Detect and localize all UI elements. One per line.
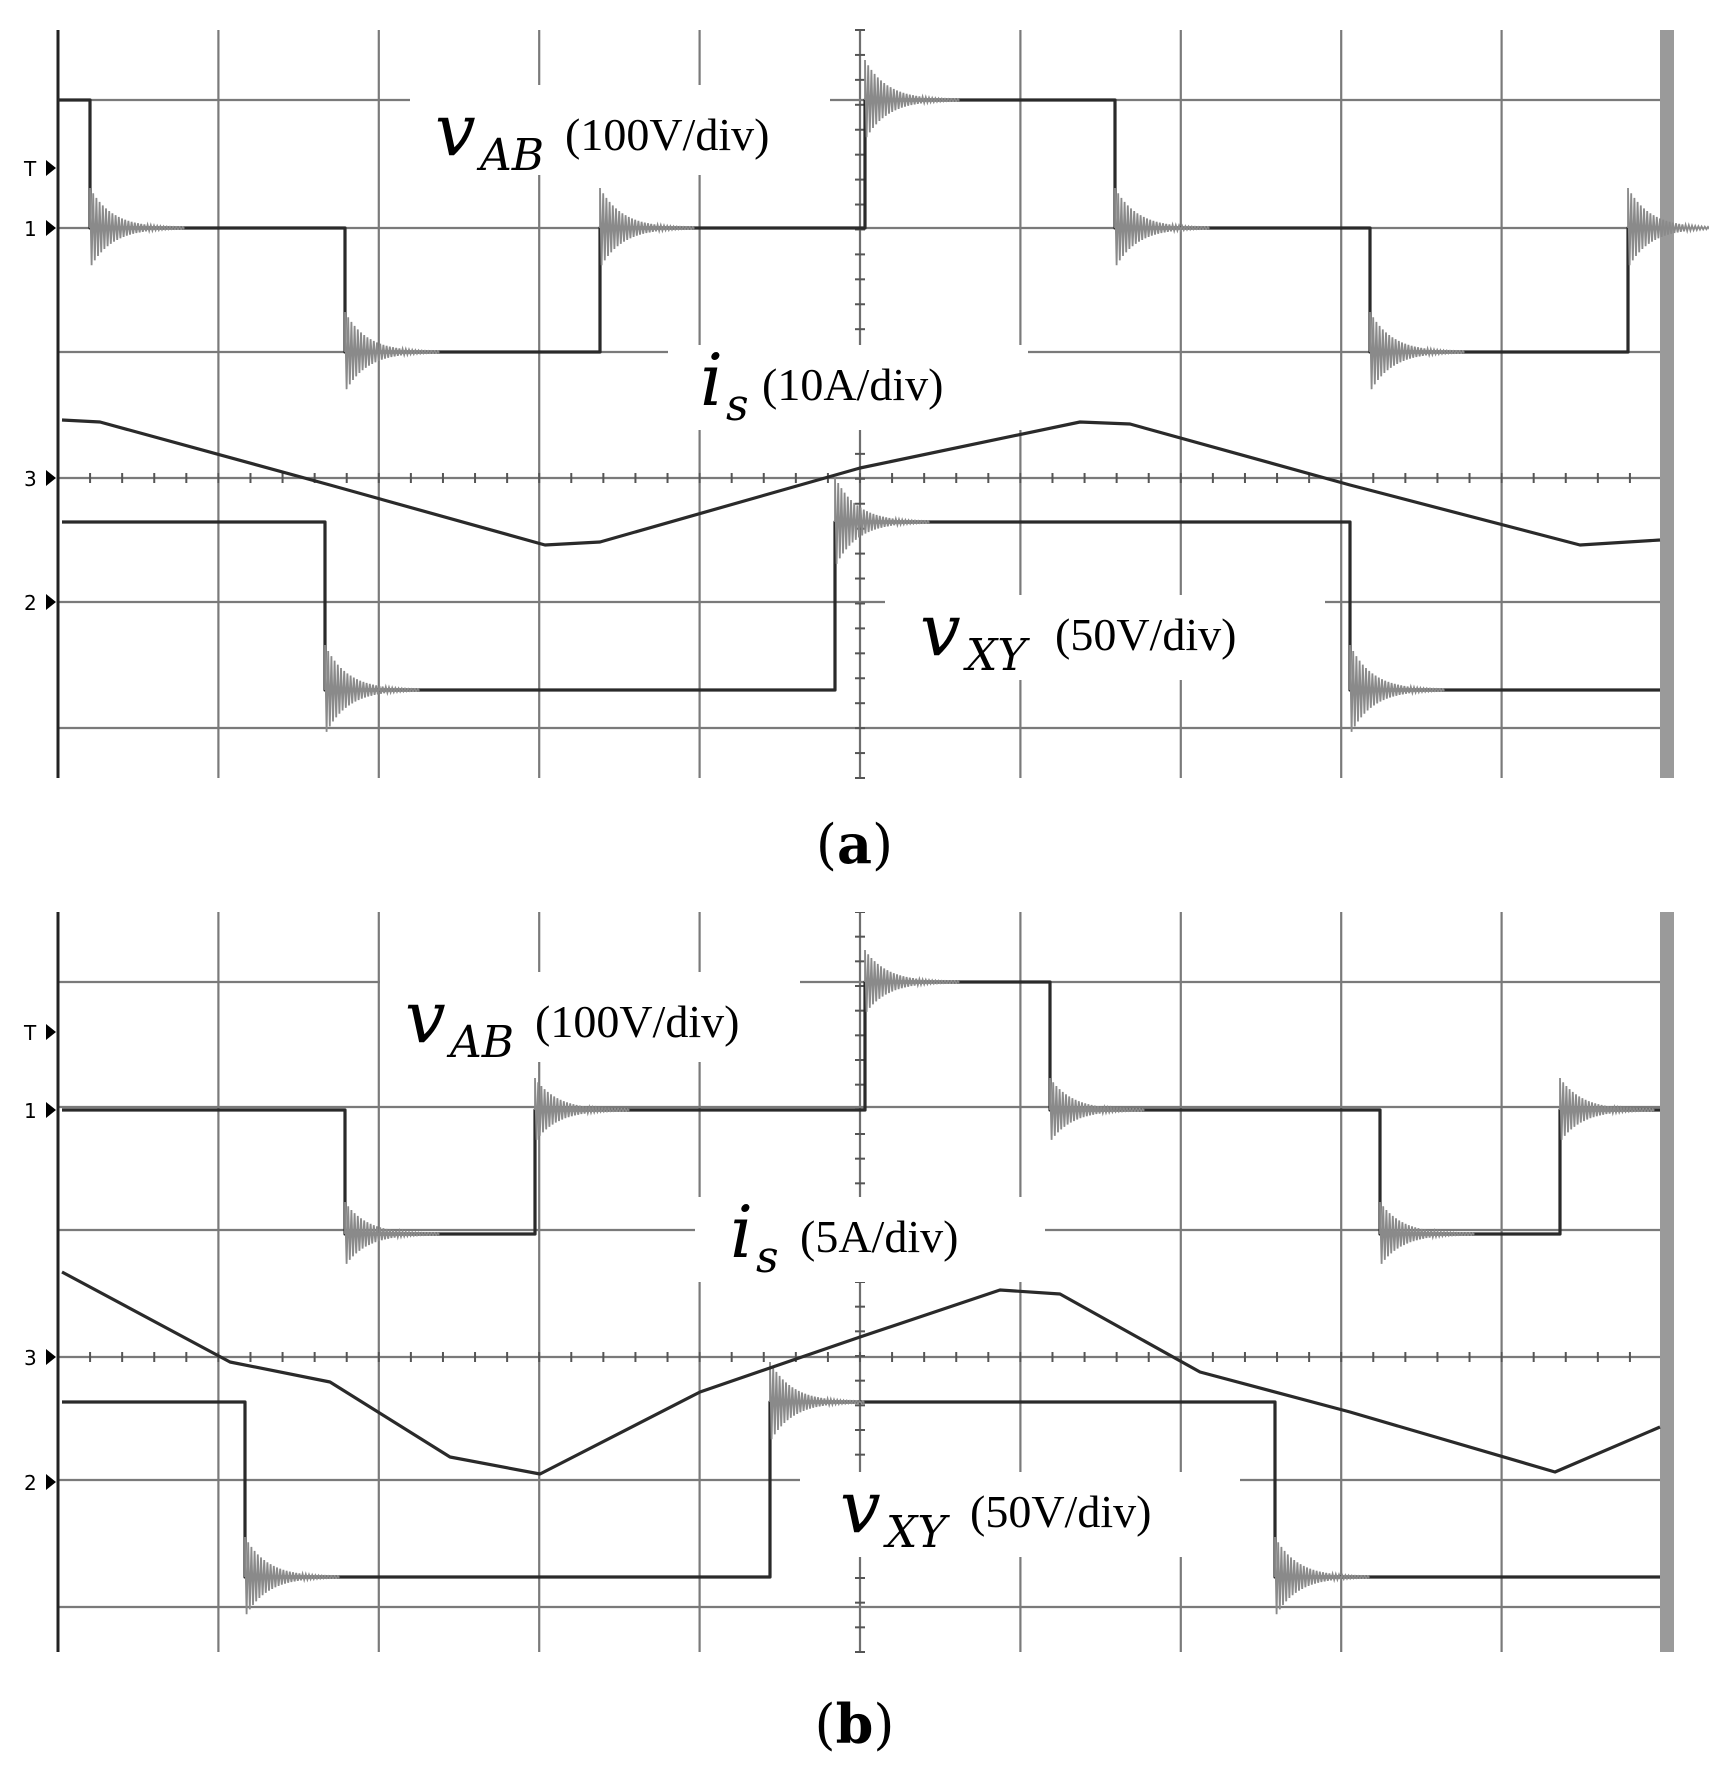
trace-vab-ringing-b-6 (1559, 1077, 1655, 1140)
label-vab-b-sub: AB (446, 1017, 514, 1068)
label-vab-b-main: v (405, 975, 446, 1059)
frame-right-a (1660, 30, 1674, 778)
label-is-b: i s (5A/div) (695, 1190, 1045, 1283)
label-vxy-b: v XY (50V/div) (800, 1465, 1240, 1558)
label-vxy-b-main: v (840, 1465, 881, 1549)
label-vab-a-main: v (435, 88, 476, 172)
channel-arrow-a-3 (46, 594, 56, 610)
trace-vab-ringing-a-7 (1627, 187, 1709, 266)
traces-a (58, 59, 1709, 732)
channel-arrow-b-2 (46, 1349, 56, 1365)
caption-b: (b) (814, 1692, 895, 1756)
label-is-a-main: i (700, 338, 723, 422)
caption-a: (a) (815, 812, 894, 876)
label-is-b-unit: (5A/div) (800, 1211, 958, 1262)
channel-marker-a-0: T (23, 157, 37, 181)
trace-vab-ringing-b-4 (1049, 1077, 1145, 1140)
label-vxy-b-sub: XY (883, 1507, 950, 1558)
channel-marker-b-3: 2 (24, 1471, 37, 1495)
trace-vab-ringing-a-2 (344, 311, 440, 390)
trace-vab-ringing-b-5 (1379, 1201, 1475, 1264)
channel-marker-a-3: 2 (24, 591, 37, 615)
label-vab-a-sub: AB (476, 130, 544, 181)
label-is-b-main: i (730, 1190, 753, 1274)
channel-arrow-a-0 (46, 160, 56, 176)
trace-vxy-ringing-b-1 (244, 1536, 340, 1615)
channel-marker-b-0: T (23, 1021, 37, 1045)
label-is-a: i s (10A/div) (668, 338, 1028, 431)
traces-b (61, 949, 1661, 1615)
trace-vab-ringing-a-1 (89, 187, 185, 266)
channel-marker-b-1: 1 (24, 1099, 37, 1123)
caption-b-letter: b (835, 1692, 874, 1756)
channel-arrow-a-1 (46, 220, 56, 236)
label-vxy-b-unit: (50V/div) (970, 1486, 1151, 1537)
panel-b: T 1 3 2 v AB (100V/div) i s (5A/div) v XY (… (0, 912, 1709, 1672)
trace-vxy-ringing-a-3 (1349, 644, 1445, 732)
channel-arrow-b-0 (46, 1024, 56, 1040)
label-is-b-sub: s (756, 1232, 779, 1283)
trace-vab-a (58, 98, 1660, 354)
trace-vab-ringing-a-5 (1114, 187, 1210, 266)
oscilloscope-plot-b: T 1 3 2 v AB (100V/div) i s (5A/div) v XY (… (23, 912, 1674, 1653)
oscilloscope-plot-a: T 1 3 2 v AB (100V/div) i s (10A/div) v XY … (23, 29, 1709, 779)
trace-vab-ringing-a-6 (1369, 311, 1465, 390)
label-vxy-a-unit: (50V/div) (1055, 609, 1236, 660)
trace-vab-ringing-b-2 (534, 1077, 630, 1140)
channel-arrow-a-2 (46, 470, 56, 486)
panel-a: T 1 3 2 v AB (100V/div) i s (10A/div) v XY … (0, 0, 1709, 790)
channel-marker-a-1: 1 (24, 217, 37, 241)
label-vab-a: v AB (100V/div) (410, 85, 830, 181)
markers-b: T 1 3 2 (23, 1021, 56, 1495)
caption-a-letter: a (837, 812, 872, 876)
trace-is-b (61, 1270, 1661, 1476)
trace-vab-ringing-a-4 (864, 59, 960, 138)
label-is-a-unit: (10A/div) (762, 359, 943, 410)
trace-vxy-ringing-b-3 (1274, 1536, 1370, 1615)
channel-marker-a-2: 3 (24, 467, 37, 491)
channel-arrow-b-1 (46, 1102, 56, 1118)
trace-vab-ringing-b-1 (344, 1201, 440, 1264)
label-is-a-sub: s (726, 380, 749, 431)
trace-is-a (61, 418, 1661, 547)
channel-arrow-b-3 (46, 1474, 56, 1490)
label-vab-b: v AB (100V/div) (380, 972, 800, 1068)
label-vxy-a-main: v (920, 588, 961, 672)
channel-marker-b-2: 3 (24, 1346, 37, 1370)
label-vab-b-unit: (100V/div) (535, 996, 739, 1047)
label-vab-a-unit: (100V/div) (565, 109, 769, 160)
trace-vab-ringing-a-3 (599, 187, 695, 266)
trace-vab-ringing-b-3 (864, 949, 960, 1012)
label-vxy-a: v XY (50V/div) (885, 588, 1325, 681)
trace-vxy-ringing-a-1 (324, 644, 420, 732)
label-vxy-a-sub: XY (963, 630, 1030, 681)
trace-vxy-ringing-a-2 (834, 476, 930, 564)
markers-a: T 1 3 2 (23, 157, 56, 615)
frame-right-b (1660, 912, 1674, 1652)
trace-vxy-ringing-b-2 (769, 1361, 865, 1440)
